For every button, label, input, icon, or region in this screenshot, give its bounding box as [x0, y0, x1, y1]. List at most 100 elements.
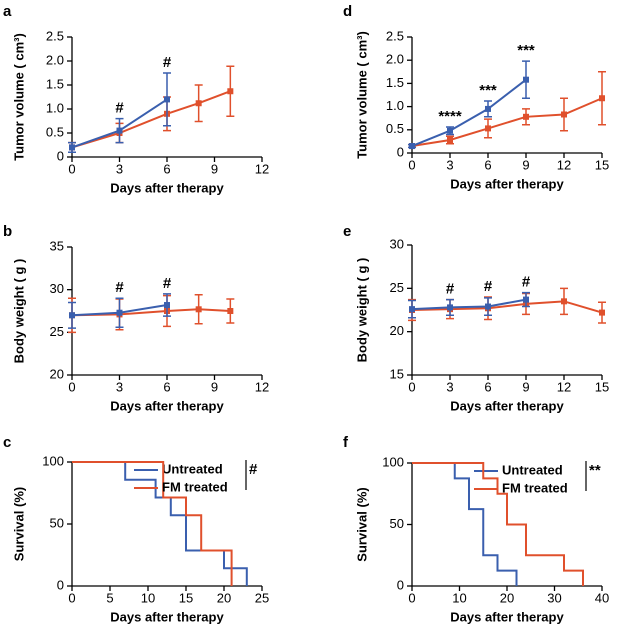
- significance-mark: #: [522, 274, 531, 291]
- panel-label: e: [343, 223, 351, 240]
- data-point: [227, 308, 234, 314]
- y-tick-label: 100: [382, 454, 404, 469]
- x-axis-title: Days after therapy: [110, 180, 224, 195]
- significance-mark: #: [249, 461, 258, 478]
- data-point: [447, 304, 453, 311]
- y-tick-label: 0.5: [46, 124, 64, 139]
- x-tick-label: 5: [106, 590, 113, 605]
- x-tick-label: 15: [595, 379, 609, 394]
- x-tick-label: 9: [522, 379, 529, 394]
- x-tick-label: 40: [595, 590, 609, 605]
- y-axis-title: Body weight ( g ): [354, 258, 369, 363]
- significance-mark: #: [115, 279, 124, 296]
- y-tick-label: 2.0: [46, 52, 64, 67]
- x-tick-label: 9: [522, 157, 529, 172]
- panel-label: b: [3, 223, 12, 240]
- series-line: [411, 97, 603, 148]
- y-tick-label: 25: [50, 324, 64, 339]
- x-tick-label: 25: [255, 590, 269, 605]
- x-tick-label: 20: [217, 590, 231, 605]
- y-tick-label: 2.0: [386, 52, 404, 67]
- series-line: [411, 78, 527, 147]
- y-tick-label: 0: [397, 577, 404, 592]
- x-axis-title: Days after therapy: [110, 609, 224, 624]
- data-point: [523, 76, 529, 83]
- x-tick-label: 6: [484, 157, 491, 172]
- series-line: [411, 300, 603, 314]
- data-point: [561, 298, 567, 305]
- data-point: [69, 144, 75, 151]
- survival-curve: [72, 461, 233, 586]
- panel-label: c: [3, 434, 11, 451]
- x-axis-title: Days after therapy: [450, 398, 564, 413]
- series-line: [411, 298, 527, 311]
- panel-label: a: [3, 3, 12, 20]
- significance-mark: **: [589, 462, 601, 479]
- x-tick-label: 12: [255, 379, 269, 394]
- x-tick-label: 9: [211, 161, 218, 176]
- panel-label: d: [343, 3, 352, 20]
- x-tick-label: 12: [557, 379, 571, 394]
- data-point: [523, 113, 529, 120]
- legend-label: Untreated: [162, 461, 223, 476]
- survival-curve: [72, 461, 248, 586]
- x-tick-label: 10: [452, 590, 466, 605]
- y-tick-label: 50: [50, 515, 64, 530]
- y-tick-label: 35: [50, 238, 64, 253]
- y-axis-title: Tumor volume ( cm³): [11, 33, 26, 161]
- y-tick-label: 20: [390, 323, 404, 338]
- x-tick-label: 0: [408, 590, 415, 605]
- x-tick-label: 0: [68, 379, 75, 394]
- significance-mark: #: [163, 275, 172, 292]
- significance-mark: ****: [438, 108, 462, 125]
- y-tick-label: 2.5: [386, 28, 404, 43]
- survival-curve: [412, 462, 518, 586]
- data-point: [69, 312, 75, 319]
- x-tick-label: 9: [211, 379, 218, 394]
- data-point: [485, 125, 491, 132]
- significance-mark: ***: [517, 42, 535, 59]
- legend-label: FM treated: [162, 479, 228, 494]
- data-point: [164, 96, 170, 103]
- y-axis-title: Tumor volume ( cm³): [354, 31, 369, 159]
- x-tick-label: 15: [595, 157, 609, 172]
- legend-label: Untreated: [502, 462, 563, 477]
- x-axis-title: Days after therapy: [450, 609, 564, 624]
- y-axis-title: Survival (%): [354, 487, 369, 561]
- x-tick-label: 0: [408, 379, 415, 394]
- x-axis-title: Days after therapy: [110, 398, 224, 413]
- x-tick-label: 15: [179, 590, 193, 605]
- y-tick-label: 50: [390, 516, 404, 531]
- y-tick-label: 1.0: [386, 98, 404, 113]
- x-tick-label: 3: [116, 379, 123, 394]
- data-point: [227, 88, 234, 95]
- data-point: [195, 100, 202, 107]
- x-tick-label: 3: [116, 161, 123, 176]
- x-tick-label: 0: [68, 161, 75, 176]
- data-point: [116, 309, 123, 316]
- data-point: [485, 303, 491, 310]
- x-axis-title: Days after therapy: [450, 176, 564, 191]
- y-tick-label: 2.5: [46, 28, 64, 43]
- data-point: [409, 306, 415, 313]
- y-tick-label: 0: [57, 148, 64, 163]
- y-tick-label: 0: [397, 144, 404, 159]
- x-tick-label: 12: [557, 157, 571, 172]
- y-tick-label: 1.0: [46, 100, 64, 115]
- y-tick-label: 25: [390, 280, 404, 295]
- data-point: [116, 127, 123, 134]
- significance-mark: #: [115, 100, 124, 117]
- significance-mark: #: [446, 281, 455, 298]
- legend-label: FM treated: [502, 480, 568, 495]
- x-tick-label: 30: [547, 590, 561, 605]
- survival-curve: [412, 462, 584, 586]
- significance-mark: ***: [479, 82, 497, 99]
- y-tick-label: 0.5: [386, 121, 404, 136]
- significance-mark: #: [163, 54, 172, 71]
- data-point: [447, 137, 453, 144]
- x-tick-label: 0: [68, 590, 75, 605]
- data-point: [561, 111, 567, 118]
- significance-mark: #: [484, 278, 493, 295]
- x-tick-label: 20: [500, 590, 514, 605]
